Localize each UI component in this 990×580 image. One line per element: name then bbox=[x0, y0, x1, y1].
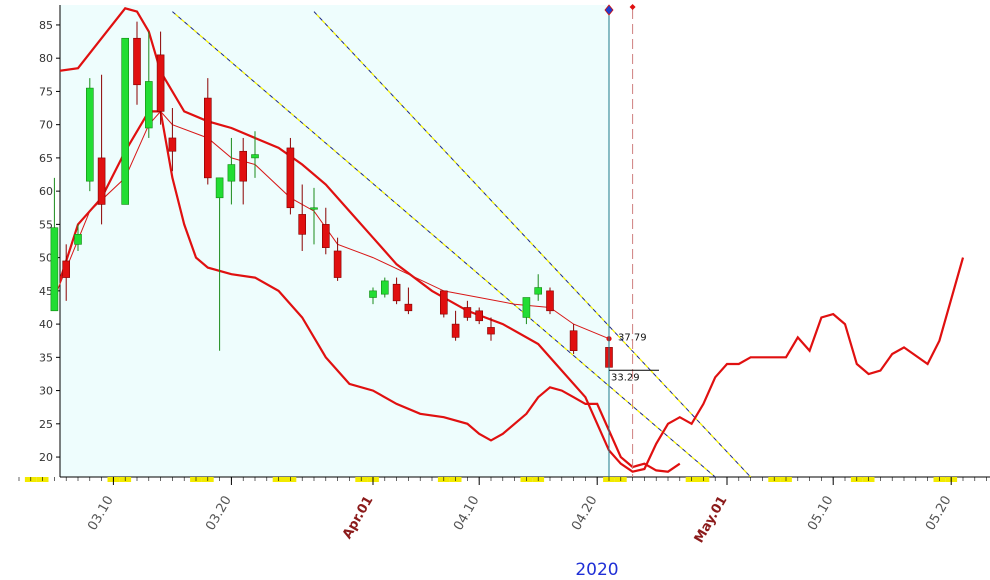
candle-down bbox=[239, 150, 247, 182]
candle-up bbox=[227, 164, 236, 182]
candle-down bbox=[298, 214, 307, 235]
trendlines bbox=[171, 11, 752, 477]
candle-down bbox=[321, 224, 330, 248]
trendline-navy bbox=[172, 11, 716, 477]
x-axis-weekday-highlights bbox=[18, 477, 987, 482]
y-tick-label: 20 bbox=[39, 451, 53, 464]
y-tick-label: 55 bbox=[39, 218, 53, 231]
candle-down bbox=[546, 290, 554, 312]
candle-down bbox=[439, 290, 448, 315]
last-close-label: 33.29 bbox=[611, 372, 640, 383]
candle-down bbox=[168, 137, 177, 152]
candle-up bbox=[310, 207, 318, 210]
candle-up bbox=[121, 37, 129, 205]
markers: 33.29 bbox=[604, 4, 659, 477]
band-upper-line bbox=[60, 7, 965, 473]
candle-down bbox=[451, 323, 460, 338]
candle-down bbox=[404, 303, 413, 312]
candle-down bbox=[569, 330, 578, 351]
candle-down bbox=[204, 97, 212, 179]
y-tick-label: 45 bbox=[39, 285, 53, 298]
y-tick-label: 75 bbox=[39, 85, 53, 98]
candle-down bbox=[156, 54, 165, 112]
band-lower bbox=[60, 110, 681, 473]
y-tick-label: 25 bbox=[39, 418, 53, 431]
trendline-yellow bbox=[171, 11, 716, 477]
y-axis-ticks: 20 25 30 35 40 45 50 55 60 65 70 75 80 85 bbox=[39, 19, 60, 464]
ma-value-label: 37.79 bbox=[618, 333, 647, 344]
y-tick-label: 40 bbox=[39, 318, 53, 331]
candle-down bbox=[333, 250, 342, 278]
y-tick-label: 35 bbox=[39, 351, 53, 364]
candle-down bbox=[475, 310, 484, 322]
y-tick-label: 80 bbox=[39, 52, 53, 65]
candle-down bbox=[286, 147, 295, 209]
candle-up bbox=[74, 234, 82, 245]
candle-up bbox=[534, 287, 543, 295]
candle-down bbox=[133, 37, 141, 86]
candle-down bbox=[392, 283, 401, 302]
year-label: 2020 bbox=[575, 560, 618, 580]
band-lower-line bbox=[60, 110, 681, 473]
candle-up bbox=[50, 227, 59, 312]
history-shaded-region bbox=[60, 5, 609, 477]
candle-up bbox=[522, 297, 531, 318]
band-upper bbox=[60, 7, 965, 473]
candle-up bbox=[251, 154, 259, 159]
candle-up bbox=[145, 81, 153, 129]
candle-down bbox=[487, 327, 495, 335]
candle-down bbox=[97, 157, 106, 205]
candle-up bbox=[86, 87, 94, 182]
y-tick-label: 85 bbox=[39, 19, 53, 32]
trendline-navy bbox=[313, 11, 751, 477]
y-tick-label: 70 bbox=[39, 119, 53, 132]
trendline-yellow bbox=[313, 11, 752, 477]
candle-down bbox=[463, 307, 472, 318]
future-marker-diamond bbox=[629, 4, 636, 10]
candle-up bbox=[369, 290, 377, 298]
y-tick-label: 60 bbox=[39, 185, 53, 198]
y-tick-label: 65 bbox=[39, 152, 53, 165]
candles bbox=[50, 21, 613, 371]
candle-down bbox=[62, 260, 71, 278]
candle-up bbox=[215, 177, 224, 199]
candle-up bbox=[380, 280, 389, 295]
today-marker-diamond bbox=[604, 4, 614, 16]
y-tick-label: 50 bbox=[39, 252, 53, 265]
y-tick-label: 30 bbox=[39, 385, 53, 398]
